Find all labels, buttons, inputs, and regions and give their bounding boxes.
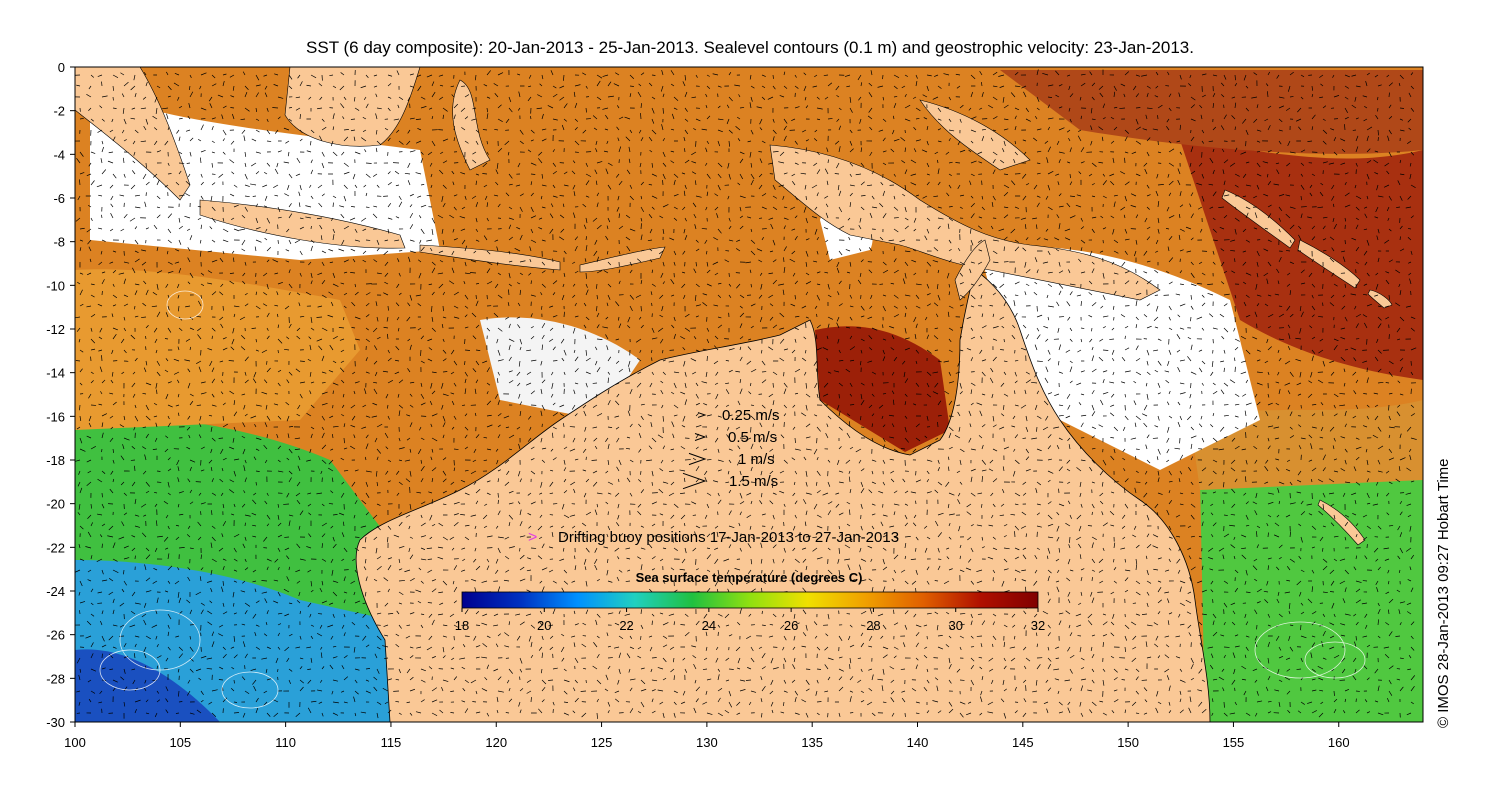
colorbar-tick-label: 30 [948,618,962,633]
colorbar-tick-label: 24 [702,618,716,633]
land-sumatra [75,67,191,201]
x-tick-label: 100 [64,735,86,750]
y-axis: 0 -2 -4 -6 -8 -10 -12 -14 -16 -18 -20 -22 -24 -26 -28 -… [46,60,75,730]
sst-deep-blue-region [75,649,220,722]
cloud-patch-coral-sea [980,246,1260,470]
buoy-marker-icon: > [528,529,537,546]
credit-text: © IMOS 28-Jan-2013 09:27 Hobart Time [1435,458,1452,728]
sst-warm-band-west [75,269,360,430]
y-tick-label: -4 [53,147,65,162]
land-lesser-sunda [419,244,561,271]
colorbar-tick-label: 22 [619,618,633,633]
land-java [199,199,406,249]
map-panel [75,67,1423,722]
y-tick-label: -18 [46,453,65,468]
colorbar-tick-label: 28 [866,618,880,633]
y-tick-label: -28 [46,671,65,686]
velocity-legend-label: 0.25 m/s [722,407,780,424]
velocity-arrow-icon [697,412,707,418]
x-tick-label: 115 [381,735,402,750]
colorbar-title: Sea surface temperature (degrees C) [636,570,863,585]
x-tick-label: 155 [1223,735,1245,750]
y-tick-label: -30 [46,715,65,730]
x-tick-label: 110 [275,735,296,750]
velocity-arrow-icon [682,472,707,490]
colorbar-tick-label: 32 [1031,618,1045,633]
land-new-guinea [769,99,1161,301]
land-new-caledonia [1317,499,1366,546]
colorbar: Sea surface temperature (degrees C) 18 20… [455,570,1045,633]
land-cape-york [954,239,991,301]
colorbar-bar [461,591,1039,609]
land-timor [579,246,666,273]
velocity-legend: 0.25 m/s 0.5 m/s 1 m/s 1.5 m/s [682,407,780,490]
map-frame [74,66,1424,723]
x-axis: 100 105 110 115 120 125 130 135 140 145 150 155 160 [64,722,1350,750]
velocity-legend-label: 1 m/s [738,451,775,468]
x-tick-label: 150 [1117,735,1139,750]
land-island-small [1367,289,1393,309]
y-tick-label: -10 [46,278,65,293]
y-tick-label: -8 [53,235,65,250]
land-sulawesi [452,79,491,171]
land-australia [330,269,1211,722]
velocity-arrow-icon [694,433,707,441]
y-tick-label: -2 [53,104,65,119]
colorbar-tick-label: 18 [455,618,469,633]
y-tick-label: -16 [46,409,65,424]
sst-hot-gulf-carpentaria [815,326,950,452]
colorbar-ticks: 18 20 22 24 26 28 30 32 [455,608,1045,633]
y-tick-label: -20 [46,497,65,512]
y-tick-label: -14 [46,366,65,381]
y-tick-label: -6 [53,191,65,206]
plot-title: SST (6 day composite): 20-Jan-2013 - 25-… [306,38,1194,57]
buoy-legend-label: Drifting buoy positions 17-Jan-2013 to 2… [558,529,899,546]
sst-green-region-east [1200,470,1423,722]
sst-hot-region-pacific [1000,70,1423,154]
colorbar-tick-label: 20 [537,618,551,633]
y-tick-label: -26 [46,628,65,643]
colorbar-tick-label: 26 [784,618,798,633]
x-tick-label: 145 [1012,735,1034,750]
x-tick-label: 130 [696,735,718,750]
land-solomons-2 [1297,239,1361,289]
x-tick-label: 135 [801,735,823,750]
y-tick-label: -12 [46,322,65,337]
land-borneo [284,67,421,147]
x-tick-label: 160 [1328,735,1350,750]
x-tick-label: 105 [169,735,191,750]
y-tick-label: -24 [46,584,65,599]
geostrophic-velocity-vectors [75,69,1417,719]
velocity-arrow-icon [688,452,707,466]
velocity-legend-label: 0.5 m/s [728,429,777,446]
y-tick-label: -22 [46,540,65,555]
x-tick-label: 120 [485,735,507,750]
x-tick-label: 125 [591,735,613,750]
sealevel-contours [99,290,1366,709]
velocity-legend-label: 1.5 m/s [729,473,778,490]
x-tick-label: 140 [907,735,929,750]
buoy-legend: > Drifting buoy positions 17-Jan-2013 to… [528,529,899,546]
y-tick-label: 0 [58,60,65,75]
